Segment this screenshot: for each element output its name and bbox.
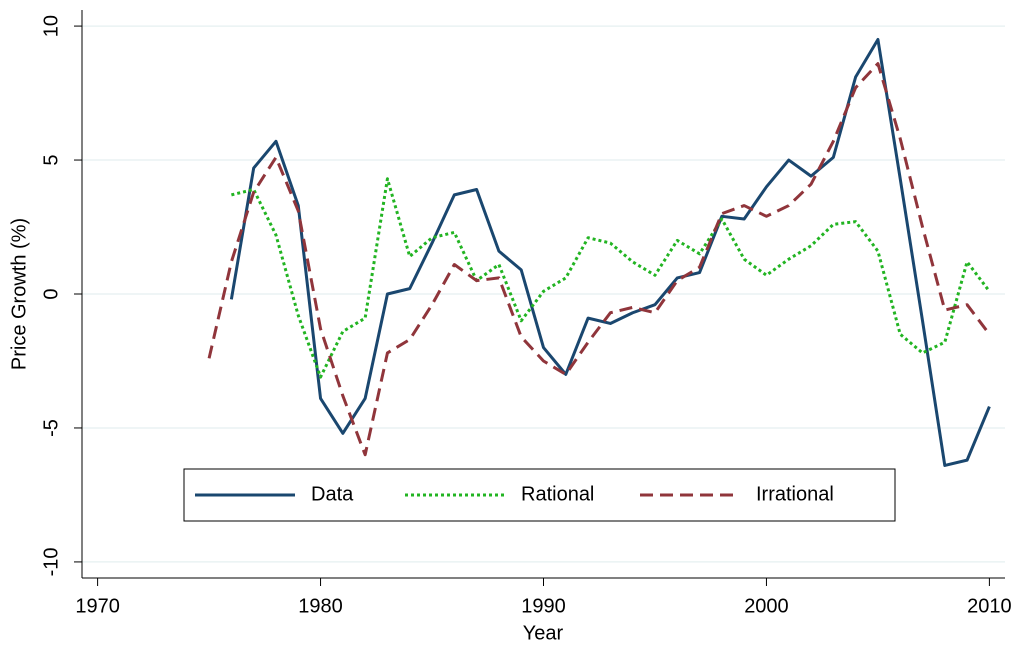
y-tick-label: 0	[40, 288, 62, 299]
y-tick-label: 5	[40, 154, 62, 165]
x-axis-label: Year	[523, 622, 564, 644]
legend-label: Irrational	[756, 483, 834, 505]
y-axis-label: Price Growth (%)	[8, 218, 30, 370]
legend-label: Data	[311, 483, 354, 505]
y-tick-label: -5	[40, 419, 62, 437]
x-tick-label: 2010	[967, 595, 1012, 617]
x-tick-label: 1990	[521, 595, 566, 617]
y-tick-label: -10	[40, 547, 62, 576]
y-tick-label: 10	[40, 15, 62, 37]
series-line	[207, 62, 991, 457]
series-line	[231, 177, 991, 379]
x-tick-label: 1980	[298, 595, 343, 617]
x-tick-label: 1970	[75, 595, 120, 617]
legend-label: Rational	[521, 483, 594, 505]
series-line	[229, 37, 991, 467]
legend-box	[183, 468, 896, 522]
x-tick-label: 2000	[744, 595, 789, 617]
